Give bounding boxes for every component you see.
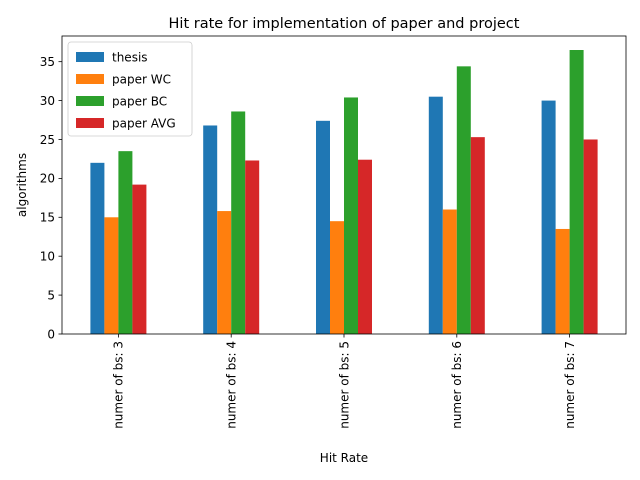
- y-axis-ticks: 0 5 10 15 20 25 30 35: [40, 55, 62, 341]
- x-tick-label: numer of bs: 4: [225, 341, 239, 429]
- bar-paper-avg-2: [245, 160, 260, 334]
- bar-paper-bc-3: [344, 97, 358, 334]
- x-tick-label: numer of bs: 5: [337, 341, 351, 429]
- y-tick-label: 30: [40, 94, 55, 108]
- bar-paper-avg-5: [583, 139, 598, 334]
- plot-frame: [61, 35, 627, 335]
- legend-swatch: [76, 52, 104, 62]
- bar-paper-wc-1: [104, 217, 119, 334]
- y-tick-label: 5: [47, 288, 55, 302]
- bar-thesis-3: [316, 120, 330, 334]
- y-tick-label: 0: [47, 327, 55, 341]
- y-tick-label: 10: [40, 249, 55, 263]
- chart-title: Hit rate for implementation of paper and…: [169, 16, 520, 32]
- bar-paper-wc-4: [442, 209, 457, 334]
- bar-paper-bc-5: [569, 50, 584, 335]
- legend-label: paper WC: [112, 73, 171, 87]
- x-tick-label: numer of bs: 6: [450, 341, 464, 429]
- x-axis-ticks: numer of bs: 3 numer of bs: 4 numer of bs:…: [112, 334, 577, 429]
- bar-paper-wc-5: [555, 228, 570, 334]
- legend-label: paper BC: [112, 95, 167, 109]
- legend-label: paper AVG: [112, 117, 176, 131]
- x-tick-label: numer of bs: 7: [563, 341, 577, 429]
- legend: thesis paper WC paper BC paper AVG: [67, 41, 193, 137]
- bar-paper-avg-1: [132, 184, 147, 334]
- bar-paper-bc-1: [118, 151, 133, 334]
- legend-box: [67, 41, 193, 137]
- legend-swatch: [76, 74, 104, 84]
- y-tick-label: 20: [40, 172, 55, 186]
- x-axis-label: Hit Rate: [320, 451, 368, 465]
- bars-group: [90, 50, 598, 335]
- x-tick-label: numer of bs: 3: [112, 341, 126, 429]
- bar-paper-avg-4: [470, 137, 485, 334]
- bar-paper-wc-2: [217, 211, 232, 334]
- legend-swatch: [76, 96, 104, 106]
- bar-paper-bc-2: [231, 111, 246, 334]
- bar-thesis-4: [428, 96, 443, 334]
- bar-paper-avg-3: [358, 159, 372, 334]
- legend-label: thesis: [112, 51, 148, 65]
- bar-thesis-5: [541, 100, 556, 334]
- bar-paper-wc-3: [330, 221, 344, 334]
- y-tick-label: 25: [40, 133, 55, 147]
- y-tick-label: 35: [40, 55, 55, 69]
- bar-thesis-1: [90, 162, 105, 334]
- legend-swatch: [76, 118, 104, 128]
- y-axis-label: algorithms: [15, 153, 29, 217]
- y-tick-label: 15: [40, 211, 55, 225]
- bar-thesis-2: [203, 125, 218, 334]
- bar-paper-bc-4: [456, 66, 471, 334]
